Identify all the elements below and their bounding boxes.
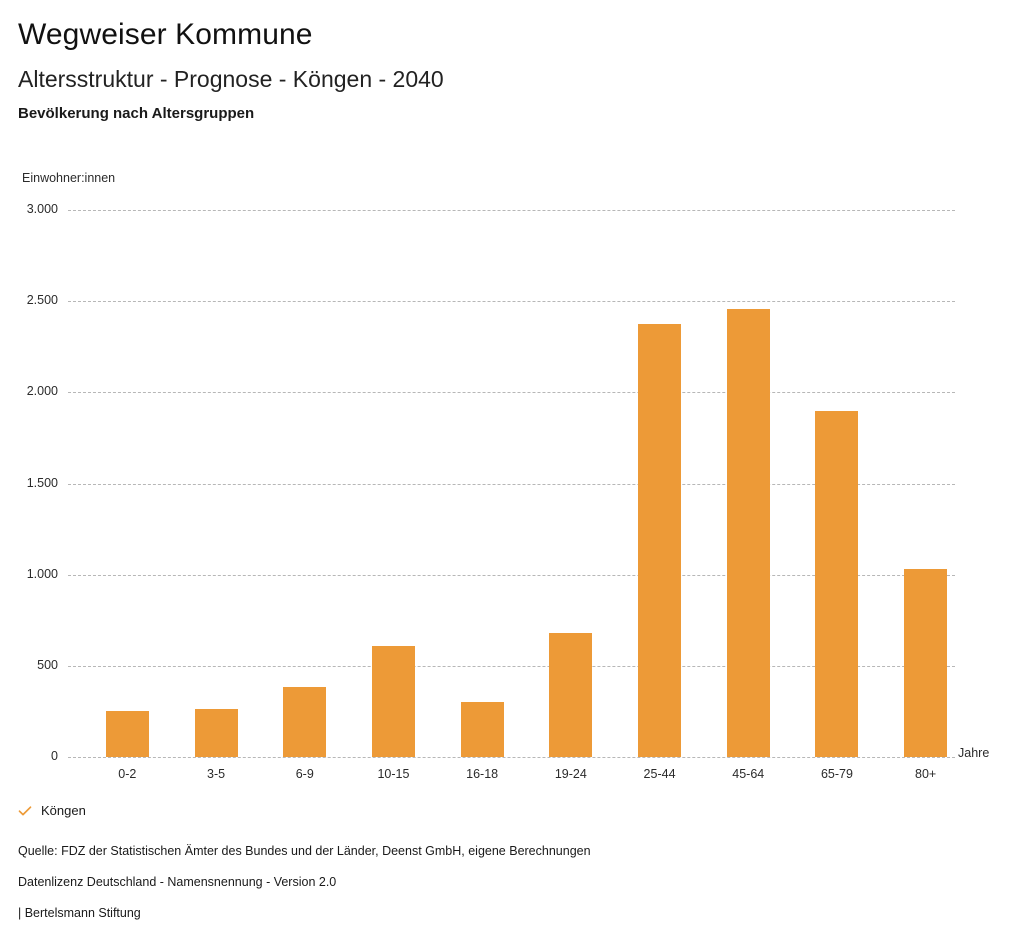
y-gridline	[68, 574, 955, 576]
bar-0-2[interactable]	[105, 710, 149, 757]
bar-16-18[interactable]	[460, 702, 504, 757]
y-axis-tick-label: 3.000	[26, 202, 58, 216]
y-gridline	[68, 392, 955, 394]
y-axis-tick-label: 500	[37, 657, 58, 672]
bar-80+[interactable]	[904, 569, 948, 757]
page-title: Wegweiser Kommune	[18, 18, 313, 51]
bar-45-64[interactable]	[726, 309, 770, 757]
y-axis-tick-label: 0	[51, 749, 58, 763]
x-axis-tick-label: 6-9	[295, 767, 314, 781]
y-gridline	[68, 301, 955, 303]
x-axis-tick-label: 19-24	[554, 767, 587, 781]
bar-65-79[interactable]	[815, 410, 859, 757]
y-gridline	[68, 483, 955, 485]
x-axis-tick-label: 3-5	[207, 767, 226, 781]
bar-19-24[interactable]	[549, 633, 593, 757]
x-axis-tick-label: 65-79	[820, 767, 853, 781]
legend-item-label: Köngen	[41, 803, 86, 818]
x-axis-tick-label: 45-64	[732, 767, 765, 781]
check-icon	[18, 804, 32, 818]
x-axis-tick-label: 80+	[915, 767, 937, 781]
y-gridline	[68, 665, 955, 667]
plot-area: 0 500 1.000 1.500 2.000 2.500 3.000 0-2 3-5 6-9 10…	[27, 202, 955, 781]
y-axis-tick-label: 1.000	[26, 566, 58, 581]
footnote-source: Quelle: FDZ der Statistischen Ämter des …	[18, 844, 591, 858]
x-axis-tick-label: 16-18	[466, 767, 499, 781]
footnote-license: Datenlizenz Deutschland - Namensnennung …	[18, 875, 337, 889]
y-gridline	[68, 757, 955, 758]
bar-25-44[interactable]	[638, 323, 682, 757]
bar-6-9[interactable]	[283, 686, 327, 757]
y-axis-tick-label: 1.500	[26, 475, 58, 490]
x-axis-tick-label: 0-2	[118, 767, 137, 781]
page-subtitle: Altersstruktur - Prognose - Köngen - 204…	[18, 66, 444, 92]
footnote-publisher: | Bertelsmann Stiftung	[18, 906, 141, 920]
x-axis-label: Jahre	[958, 746, 990, 760]
y-axis-tick-label: 2.500	[26, 293, 58, 308]
x-axis-tick-label: 25-44	[643, 767, 676, 781]
y-axis-tick-label: 2.000	[26, 384, 58, 399]
bar-3-5[interactable]	[194, 708, 238, 757]
chart-caption: Bevölkerung nach Altersgruppen	[18, 105, 255, 122]
x-axis-tick-label: 10-15	[377, 767, 410, 781]
y-gridline	[68, 210, 955, 211]
bar-10-15[interactable]	[371, 645, 415, 757]
y-axis-unit-label: Einwohner:innen	[22, 171, 116, 185]
bar-chart: Einwohner:innen Jahre 0 500 1.000 1.500 2.00…	[22, 171, 990, 781]
chart-legend[interactable]: Köngen	[18, 803, 86, 818]
